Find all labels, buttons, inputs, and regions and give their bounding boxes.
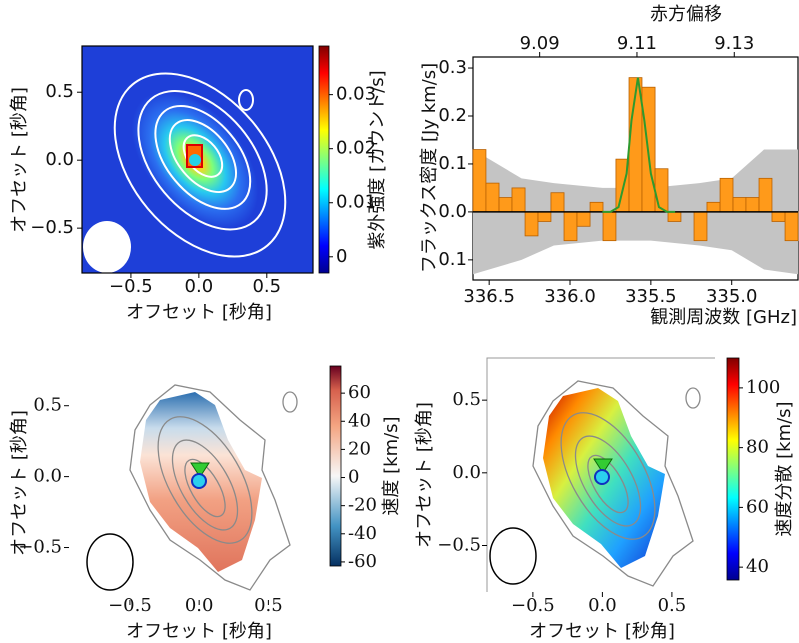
colorbar-tick-label: 80 <box>746 437 769 458</box>
x-tick-label: −0.5 <box>109 276 153 297</box>
y-tick-label: 0.1 <box>438 249 467 270</box>
spectrum-bin <box>707 202 720 212</box>
y-axis-label: フラックス密度 [Jy km/s] <box>419 63 440 273</box>
y-tick-label: 0.1 <box>438 153 467 174</box>
x2-tick-label: 9.11 <box>617 33 657 54</box>
x-tick-label: 0.0 <box>185 595 214 616</box>
colorbar-tick-label: 40 <box>746 556 769 577</box>
spectrum-bin <box>486 183 499 212</box>
x-tick-label: 0.0 <box>588 595 617 616</box>
spectrum-bin <box>694 212 707 241</box>
y-tick-label: 0.0 <box>45 149 74 170</box>
spectrum-bin <box>746 198 759 212</box>
spectrum-bin <box>577 212 590 226</box>
x-tick-label: 336.0 <box>544 286 596 307</box>
x2-tick-label: 9.13 <box>714 33 754 54</box>
colorbar-label: 紫外強度 [カウント/s] <box>367 70 388 249</box>
y-axis-label: オフセット [秒角] <box>9 87 30 233</box>
y-tick-label: −0.5 <box>437 534 481 555</box>
spectrum-bin <box>655 169 668 212</box>
x-tick-label: 0.0 <box>185 276 214 297</box>
spectrum-bin <box>668 212 681 222</box>
x-axis-label: オフセット [秒角] <box>126 302 272 323</box>
colorbar-tick-label: -20 <box>348 495 377 516</box>
colorbar-tick-label: 0 <box>336 246 347 267</box>
colorbar-tick-label: -60 <box>348 551 377 572</box>
spectrum-bin <box>785 212 798 241</box>
x2-tick-label: 9.09 <box>520 33 560 54</box>
y-tick-label: 0.0 <box>452 462 481 483</box>
x-tick-label: 336.5 <box>463 286 515 307</box>
dispersion-map <box>487 358 715 592</box>
colorbar <box>319 46 329 273</box>
colorbar-tick-label: 40 <box>348 410 371 431</box>
y-tick-label: 0.5 <box>45 81 74 102</box>
x-axis-label: オフセット [秒角] <box>126 621 272 642</box>
spectrum-bin <box>564 212 577 241</box>
spectrum-bin <box>733 198 746 212</box>
colorbar-tick-label: 60 <box>746 496 769 517</box>
figure: −0.50.00.5−0.50.00.5オフセット [秒角]オフセット [秒角]… <box>0 0 799 643</box>
y-axis-label: オフセット [秒角] <box>414 402 435 548</box>
x-tick-label: 0.5 <box>658 595 687 616</box>
y-tick-label: 0.5 <box>452 389 481 410</box>
spectrum-bin <box>720 178 733 212</box>
spectrum-bin <box>499 198 512 212</box>
y-tick-label: 0.3 <box>438 57 467 78</box>
colorbar-label: 速度 [km/s] <box>381 416 402 515</box>
y-tick-label: −0.5 <box>30 217 74 238</box>
spectrum-bin <box>551 193 564 212</box>
colorbar <box>727 358 739 580</box>
colorbar-tick-label: 100 <box>746 377 780 398</box>
x-tick-label: 335.5 <box>625 286 677 307</box>
colorbar-tick-label: 60 <box>348 382 371 403</box>
x-tick-label: 335.0 <box>706 286 758 307</box>
x2-axis-label: 赤方偏移 <box>650 4 722 25</box>
x-tick-label: 0.5 <box>254 595 283 616</box>
colorbar-tick-label: -40 <box>348 523 377 544</box>
uv-map <box>80 41 319 289</box>
colorbar-tick-label: 20 <box>348 438 371 459</box>
spectrum-bin <box>538 212 551 222</box>
x-tick-label: −0.5 <box>108 595 152 616</box>
y-tick-label: 0.5 <box>33 395 62 416</box>
spectrum-bin <box>590 202 603 212</box>
spectrum-bin <box>473 150 486 212</box>
x-tick-label: −0.5 <box>511 595 555 616</box>
spectrum-bin <box>525 212 538 236</box>
spectrum-bin <box>512 188 525 212</box>
x-axis-label: 観測周波数 [GHz] <box>650 307 797 328</box>
spectrum-bin <box>772 212 785 222</box>
colorbar-label: 速度分散 [km/s] <box>774 401 795 536</box>
colorbar-tick-label: 0 <box>348 467 359 488</box>
y-tick-label: 0.2 <box>438 105 467 126</box>
spectrum-bin <box>759 178 772 212</box>
colorbar <box>330 366 341 566</box>
velocity-map <box>87 385 297 590</box>
x-axis-label: オフセット [秒角] <box>529 621 675 642</box>
spectrum-bin <box>603 212 616 241</box>
y-tick-label: 0.0 <box>33 466 62 487</box>
y-axis-label: オフセット [秒角] <box>9 410 30 556</box>
x-tick-label: 0.5 <box>252 276 281 297</box>
y-tick-label: 0.0 <box>438 201 467 222</box>
